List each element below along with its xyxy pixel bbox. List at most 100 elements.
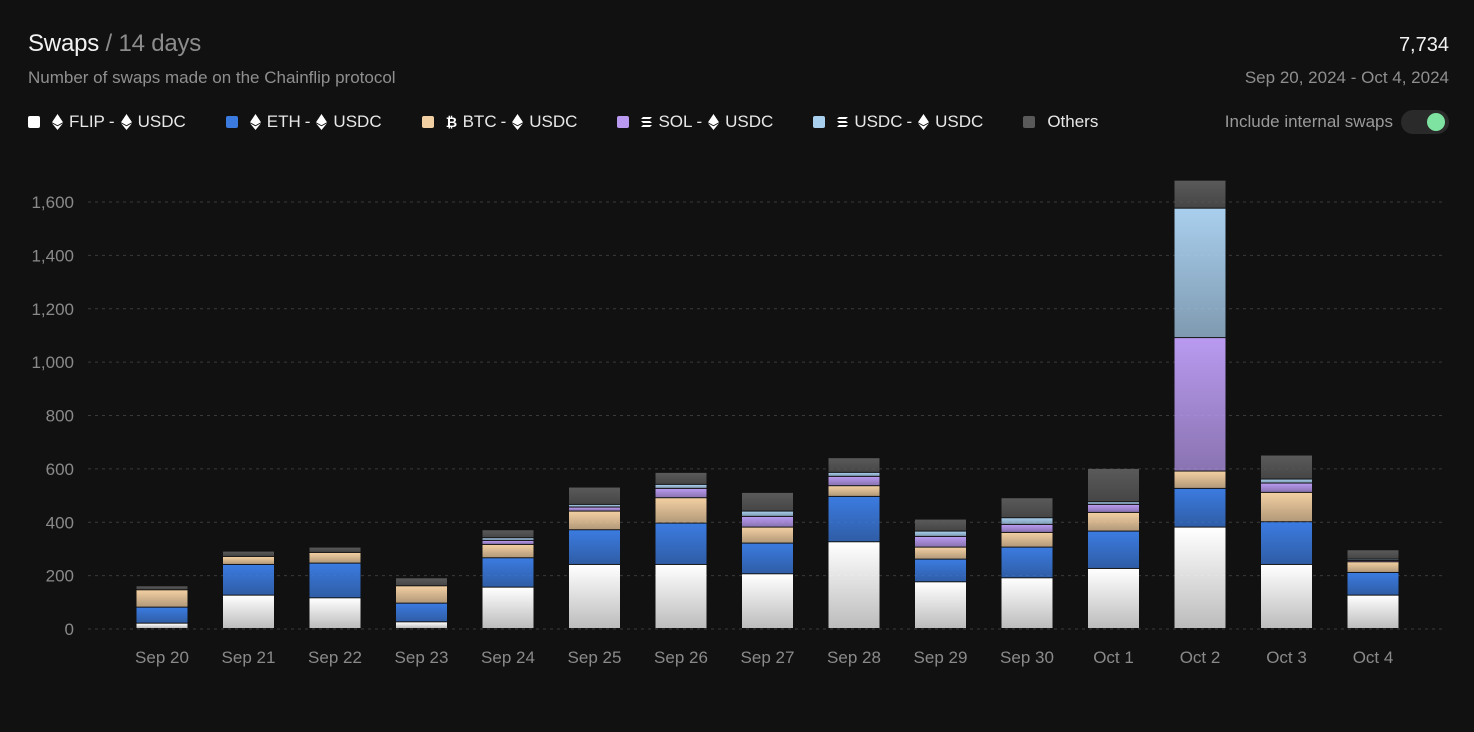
bar-segment[interactable]	[569, 507, 620, 511]
bar-segment[interactable]	[569, 504, 620, 507]
bar-segment[interactable]	[1347, 550, 1399, 559]
legend-item[interactable]: Others	[1023, 112, 1098, 132]
legend-swatch	[28, 116, 40, 128]
bar-segment[interactable]	[828, 472, 880, 476]
bar-segment[interactable]	[1261, 479, 1312, 483]
bar-segment[interactable]	[223, 595, 274, 628]
x-tick-label: Sep 25	[568, 648, 622, 667]
bar-segment[interactable]	[655, 498, 707, 523]
bar-segment[interactable]	[742, 516, 793, 527]
legend-dash: -	[108, 112, 115, 131]
bar-segment[interactable]	[1088, 468, 1139, 502]
bar-segment[interactable]	[915, 547, 966, 559]
bar-segment[interactable]	[482, 538, 534, 540]
bar-segment[interactable]	[396, 578, 447, 586]
bar-segment[interactable]	[828, 486, 880, 496]
bar-segment[interactable]	[1088, 531, 1139, 568]
legend-item[interactable]: SOL - USDC	[617, 112, 773, 132]
x-tick-label: Sep 24	[481, 648, 535, 667]
bar-segment[interactable]	[1347, 595, 1399, 628]
bar-segment[interactable]	[1001, 524, 1053, 532]
bar-segment[interactable]	[655, 564, 707, 628]
bar-segment[interactable]	[1001, 498, 1053, 518]
bar-segment[interactable]	[915, 519, 966, 531]
ethereum-icon	[708, 114, 720, 130]
bar-segment[interactable]	[136, 590, 188, 607]
bar-segment[interactable]	[1174, 471, 1226, 488]
legend-item[interactable]: USDC - USDC	[813, 112, 983, 132]
bar-segment[interactable]	[1174, 488, 1226, 527]
legend-item[interactable]: ₿ BTC - USDC	[421, 112, 577, 132]
bar-segment[interactable]	[1347, 562, 1399, 572]
x-tick-label: Sep 26	[654, 648, 708, 667]
bar-segment[interactable]	[396, 603, 447, 622]
bar-segment[interactable]	[915, 531, 966, 536]
bar-segment[interactable]	[655, 472, 707, 484]
bar-segment[interactable]	[482, 540, 534, 544]
bar-segment[interactable]	[1001, 518, 1053, 524]
bar-segment[interactable]	[1347, 572, 1399, 595]
bar-segment[interactable]	[569, 564, 620, 628]
bar-segment[interactable]	[309, 552, 361, 563]
bar-segment[interactable]	[742, 543, 793, 574]
bar-segment[interactable]	[136, 607, 188, 623]
bar-segment[interactable]	[309, 547, 361, 552]
bar-segment[interactable]	[136, 623, 188, 628]
bar-segment[interactable]	[1174, 180, 1226, 208]
bar-segment[interactable]	[915, 582, 966, 628]
bar-segment[interactable]	[655, 484, 707, 488]
bar-segment[interactable]	[828, 476, 880, 486]
legend-swatch	[421, 116, 434, 128]
bar-segment[interactable]	[742, 574, 793, 628]
bar-segment[interactable]	[482, 544, 534, 558]
bar-segment[interactable]	[828, 496, 880, 542]
bar-segment[interactable]	[1261, 483, 1312, 492]
bar-segment[interactable]	[655, 523, 707, 564]
bar-segment[interactable]	[1174, 527, 1226, 628]
bar-segment[interactable]	[1088, 502, 1139, 504]
legend-to-asset: USDC	[935, 112, 984, 131]
title-period: 14 days	[118, 30, 202, 57]
legend-from-asset: BTC	[462, 112, 497, 131]
bar-segment[interactable]	[828, 458, 880, 472]
bar-segment[interactable]	[742, 527, 793, 543]
bar-segment[interactable]	[742, 492, 793, 511]
bar-segment[interactable]	[136, 586, 188, 590]
bar-segment[interactable]	[1001, 547, 1053, 578]
bar-segment[interactable]	[223, 556, 274, 564]
bar-segment[interactable]	[828, 542, 880, 628]
legend-item[interactable]: ETH - USDC	[225, 112, 382, 132]
bar-segment[interactable]	[396, 622, 447, 628]
bar-segment[interactable]	[1261, 492, 1312, 522]
bar-segment[interactable]	[223, 564, 274, 595]
bar-segment[interactable]	[396, 586, 447, 603]
bar-segment[interactable]	[655, 488, 707, 498]
bar-segment[interactable]	[309, 563, 361, 598]
legend-item[interactable]: FLIP - USDC	[28, 112, 186, 132]
bar-segment[interactable]	[1001, 578, 1053, 628]
bar-segment[interactable]	[1088, 512, 1139, 531]
bar-segment[interactable]	[569, 487, 620, 504]
bar-segment[interactable]	[1261, 564, 1312, 628]
bar-segment[interactable]	[1174, 338, 1226, 471]
title-main: Swaps	[28, 30, 100, 57]
bar-segment[interactable]	[569, 511, 620, 530]
bar-segment[interactable]	[482, 530, 534, 538]
bar-segment[interactable]	[482, 587, 534, 628]
bar-segment[interactable]	[1088, 568, 1139, 628]
bar-segment[interactable]	[742, 511, 793, 516]
bar-segment[interactable]	[1261, 522, 1312, 564]
bar-segment[interactable]	[1088, 504, 1139, 512]
bar-segment[interactable]	[1261, 455, 1312, 479]
legend-to-asset: USDC	[725, 112, 774, 131]
bar-segment[interactable]	[309, 598, 361, 628]
x-tick-label: Sep 21	[222, 648, 276, 667]
internal-swaps-toggle[interactable]	[1401, 110, 1449, 134]
bar-segment[interactable]	[569, 530, 620, 564]
bar-segment[interactable]	[915, 559, 966, 582]
bar-segment[interactable]	[223, 551, 274, 556]
bar-segment[interactable]	[482, 558, 534, 587]
bar-segment[interactable]	[915, 536, 966, 547]
bar-segment[interactable]	[1174, 208, 1226, 338]
bar-segment[interactable]	[1001, 532, 1053, 547]
